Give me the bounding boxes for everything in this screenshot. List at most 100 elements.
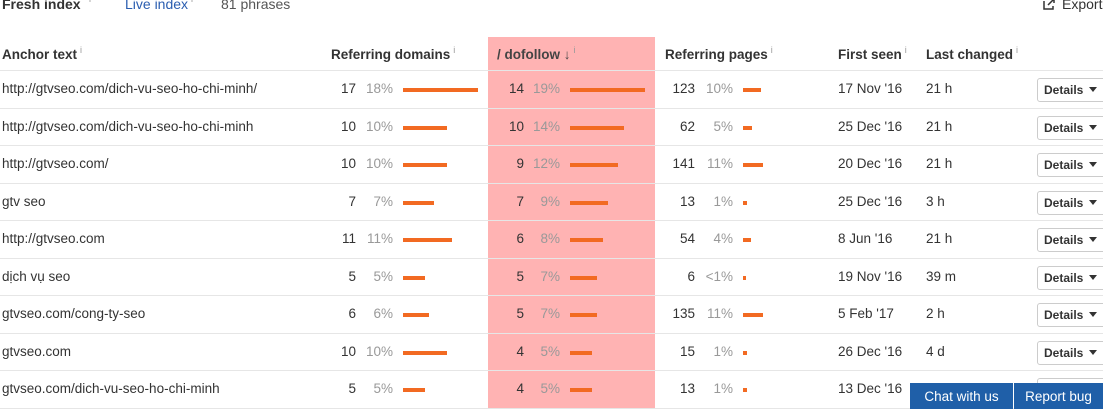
referring-pages-percent: 11% <box>706 306 733 321</box>
referring-pages-count: 13 <box>679 381 695 396</box>
dofollow-bar <box>570 275 597 280</box>
header-dofollow[interactable]: / dofollow ↓ i <box>497 45 576 62</box>
referring-pages-percent: 1% <box>713 193 733 209</box>
referring-pages-percent: 4% <box>713 231 733 246</box>
details-label: Details <box>1044 158 1084 172</box>
referring-domains-count: 7 <box>348 193 356 209</box>
dofollow-count: 6 <box>516 231 524 246</box>
details-dropdown[interactable]: Details <box>1037 228 1103 252</box>
dofollow-bar <box>570 238 603 242</box>
details-label: Details <box>1044 195 1084 210</box>
table-row: dịch vụ seo 5 5% 5 7% 6 <1% 19 Nov '16 39 m Detai… <box>0 259 1103 296</box>
dofollow-bar <box>570 88 645 92</box>
dofollow-percent: 14% <box>532 118 560 134</box>
referring-domains-count: 17 <box>340 81 356 96</box>
details-label: Details <box>1044 270 1084 285</box>
dofollow-percent: 5% <box>540 343 560 359</box>
header-referring-pages[interactable]: Referring pages i <box>665 45 773 62</box>
referring-domains-percent: 18% <box>365 81 393 96</box>
details-dropdown[interactable]: Details <box>1037 265 1103 290</box>
details-label: Details <box>1044 308 1084 322</box>
details-dropdown[interactable]: Details <box>1037 115 1103 140</box>
referring-domains-bar <box>403 125 447 130</box>
top-tabs: Fresh index i Live index i 81 phrases Ex… <box>0 0 1103 22</box>
referring-domains-count: 10 <box>340 118 356 134</box>
tab-live-index[interactable]: Live index <box>125 0 189 12</box>
table-row: http://gtvseo.com/10 10% 9 12% 141 11% 20 Dec … <box>0 146 1103 184</box>
dofollow-count: 4 <box>516 381 524 396</box>
referring-domains-bar <box>403 313 429 317</box>
phrases-count: 81 phrases <box>221 0 291 12</box>
referring-domains-percent: 10% <box>365 118 393 134</box>
referring-pages-bar <box>743 238 751 242</box>
header-first-seen[interactable]: First seen i <box>838 45 907 62</box>
referring-pages-count: 15 <box>679 343 695 359</box>
first-seen-date: 19 Nov '16 <box>838 268 903 284</box>
header-anchor-text[interactable]: Anchor text i <box>2 45 83 62</box>
referring-pages-count: 62 <box>679 118 695 134</box>
details-dropdown[interactable]: Details <box>1037 190 1103 215</box>
table-header: Anchor text i Referring domains i / dofoll… <box>0 37 1103 71</box>
info-icon[interactable]: i <box>573 45 576 55</box>
info-icon[interactable]: i <box>453 45 456 55</box>
dofollow-count: 4 <box>516 343 524 359</box>
info-icon[interactable]: i <box>191 0 193 4</box>
tab-fresh-index[interactable]: Fresh index <box>2 0 81 12</box>
referring-domains-count: 5 <box>348 381 356 396</box>
header-last-changed[interactable]: Last changed i <box>926 45 1019 62</box>
last-changed-time: 4 d <box>926 343 945 359</box>
details-dropdown[interactable]: Details <box>1037 153 1103 177</box>
referring-pages-bar <box>743 275 746 280</box>
details-dropdown[interactable]: Details <box>1037 340 1103 365</box>
export-button[interactable]: Export <box>1043 0 1102 12</box>
last-changed-time: 21 h <box>926 231 953 246</box>
caret-down-icon <box>1089 312 1098 317</box>
last-changed-time: 21 h <box>926 81 953 96</box>
dofollow-column-highlight <box>488 37 655 409</box>
referring-domains-count: 6 <box>348 306 356 321</box>
details-label: Details <box>1044 83 1084 97</box>
referring-pages-bar <box>743 125 752 130</box>
referring-domains-percent: 6% <box>373 306 393 321</box>
referring-pages-bar <box>743 350 747 355</box>
info-icon[interactable]: i <box>904 45 907 55</box>
chat-with-us-button[interactable]: Chat with us <box>910 383 1013 409</box>
referring-domains-count: 10 <box>340 343 356 359</box>
info-icon[interactable]: i <box>1016 45 1019 55</box>
last-changed-time: 39 m <box>926 268 957 284</box>
referring-pages-count: 13 <box>679 193 695 209</box>
referring-domains-count: 11 <box>341 231 356 246</box>
first-seen-date: 8 Jun '16 <box>838 231 893 246</box>
caret-down-icon <box>1089 124 1098 130</box>
first-seen-date: 20 Dec '16 <box>838 156 903 171</box>
dofollow-bar <box>570 163 618 167</box>
anchors-table: http://gtvseo.com/dich-vu-seo-ho-chi-min… <box>0 71 1103 409</box>
table-row: gtvseo.com/cong-ty-seo 6 6% 5 7% 135 11% 5 Feb … <box>0 296 1103 334</box>
referring-domains-percent: 7% <box>373 193 393 209</box>
dofollow-bar <box>570 200 608 205</box>
referring-domains-percent: 10% <box>365 343 393 359</box>
last-changed-time: 2 h <box>926 306 945 321</box>
info-icon[interactable]: i <box>89 0 91 4</box>
referring-domains-bar <box>403 388 425 392</box>
header-referring-domains[interactable]: Referring domains i <box>331 45 456 62</box>
dofollow-percent: 19% <box>532 81 560 96</box>
info-icon[interactable]: i <box>770 45 773 55</box>
dofollow-count: 10 <box>508 118 524 134</box>
info-icon[interactable]: i <box>80 45 83 55</box>
first-seen-date: 25 Dec '16 <box>838 118 903 134</box>
referring-domains-count: 5 <box>348 268 356 284</box>
referring-pages-percent: 1% <box>713 381 733 396</box>
dofollow-percent: 5% <box>540 381 560 396</box>
details-dropdown[interactable]: Details <box>1037 78 1103 102</box>
referring-pages-bar <box>743 313 763 317</box>
report-bug-button[interactable]: Report bug <box>1014 383 1103 409</box>
dofollow-percent: 12% <box>532 156 560 171</box>
first-seen-date: 13 Dec '16 <box>838 381 903 396</box>
dofollow-count: 5 <box>516 306 524 321</box>
details-dropdown[interactable]: Details <box>1037 303 1103 327</box>
referring-pages-count: 123 <box>672 81 695 96</box>
caret-down-icon <box>1089 87 1098 92</box>
referring-domains-percent: 11% <box>366 231 393 246</box>
first-seen-date: 25 Dec '16 <box>838 193 903 209</box>
